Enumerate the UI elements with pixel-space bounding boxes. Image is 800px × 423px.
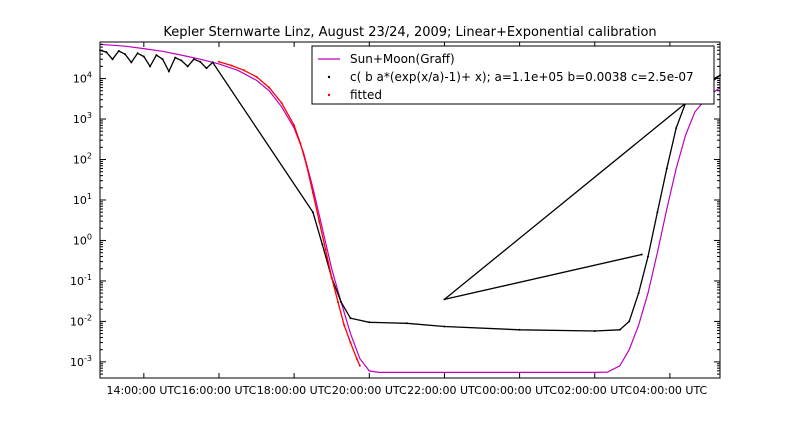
x-tick-label: 22:00:00 UTC [407, 384, 482, 397]
data-point [117, 50, 120, 52]
data-point [205, 67, 208, 70]
data-point [180, 59, 183, 62]
data-point [665, 167, 668, 170]
data-point [124, 53, 127, 56]
data-point [142, 55, 145, 58]
data-point [174, 56, 177, 59]
x-tick-label: 04:00:00 UTC [633, 384, 708, 397]
data-point [637, 292, 640, 295]
y-axis: 10-3 10-2 10-1 100 101 102 103 104 [70, 41, 720, 379]
data-point [321, 243, 324, 246]
y-tick-label: 10-2 [70, 313, 92, 328]
y-tick-label: 102 [73, 152, 92, 167]
data-point [130, 61, 133, 64]
series-1 [99, 49, 721, 332]
data-point [355, 357, 358, 360]
data-point [593, 330, 596, 332]
x-axis: 14:00:00 UTC 16:00:00 UTC 18:00:00 UTC 20:0… [106, 42, 708, 397]
data-point [640, 253, 643, 256]
y-tick-label: 10-3 [70, 354, 92, 369]
y-tick-label: 10-1 [70, 273, 92, 288]
data-point [518, 328, 521, 331]
y-tick-label: 104 [73, 71, 92, 86]
data-point [305, 164, 308, 167]
data-point [318, 220, 321, 223]
legend-label: c( b a*(exp(x/a)-1)+ x); a=1.1e+05 b=0.0… [350, 70, 694, 84]
data-point [268, 86, 271, 89]
legend-swatch [327, 93, 331, 97]
data-point [192, 58, 195, 61]
data-point [405, 322, 408, 325]
data-point [324, 248, 327, 251]
data-point [111, 58, 114, 61]
y-tick-label: 100 [73, 232, 92, 247]
data-point [656, 211, 659, 214]
data-point [255, 75, 258, 78]
data-point [167, 70, 170, 73]
x-tick-label: 00:00:00 UTC [482, 384, 557, 397]
data-point [343, 324, 346, 327]
x-tick-label: 02:00:00 UTC [557, 384, 632, 397]
data-point [186, 65, 189, 68]
plot-frame [99, 41, 721, 379]
data-point [136, 52, 139, 55]
legend-box [311, 45, 715, 105]
data-point [243, 69, 245, 72]
x-tick-label: 16:00:00 UTC [182, 384, 257, 397]
data-point [340, 301, 343, 304]
data-point [155, 54, 158, 57]
data-point [358, 364, 361, 367]
data-point [211, 61, 214, 64]
data-point [349, 341, 352, 344]
legend-label: Sun+Moon(Graff) [350, 52, 455, 66]
data-point [105, 51, 108, 54]
data-point [280, 101, 283, 104]
data-point [618, 328, 621, 331]
x-tick-label: 14:00:00 UTC [106, 384, 181, 397]
data-point [368, 321, 371, 324]
data-point [199, 60, 202, 63]
legend-swatch [327, 75, 331, 79]
data-point [230, 64, 233, 67]
series-2 [218, 60, 361, 367]
data-point [337, 301, 339, 304]
data-point [443, 325, 446, 328]
y-tick-label: 103 [73, 111, 92, 126]
data-point [311, 211, 314, 214]
x-tick-label: 20:00:00 UTC [332, 384, 407, 397]
legend: Sun+Moon(Graff) c( b a*(exp(x/a)-1)+ x); … [311, 45, 715, 105]
legend-label: fitted [350, 88, 382, 102]
data-point [647, 255, 649, 258]
y-tick-label: 101 [73, 192, 92, 207]
data-point [311, 191, 314, 194]
data-point [443, 298, 446, 301]
data-point [628, 320, 631, 323]
series-trace [218, 61, 361, 367]
data-point [149, 65, 152, 68]
data-point [330, 276, 333, 279]
x-tick-label: 18:00:00 UTC [257, 384, 332, 397]
data-point [293, 124, 296, 127]
data-point [299, 142, 302, 145]
data-point [161, 58, 164, 61]
data-point [218, 60, 220, 63]
series-line [99, 43, 721, 373]
series-layer [99, 43, 721, 373]
data-point [675, 127, 678, 129]
data-point [349, 317, 352, 320]
chart-title: Kepler Sternwarte Linz, August 23/24, 20… [163, 25, 656, 40]
series-0 [99, 43, 721, 373]
